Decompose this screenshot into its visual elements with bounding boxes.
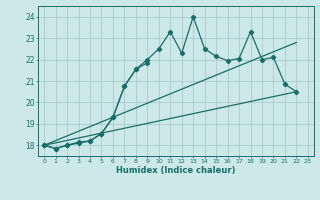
X-axis label: Humidex (Indice chaleur): Humidex (Indice chaleur) bbox=[116, 166, 236, 175]
